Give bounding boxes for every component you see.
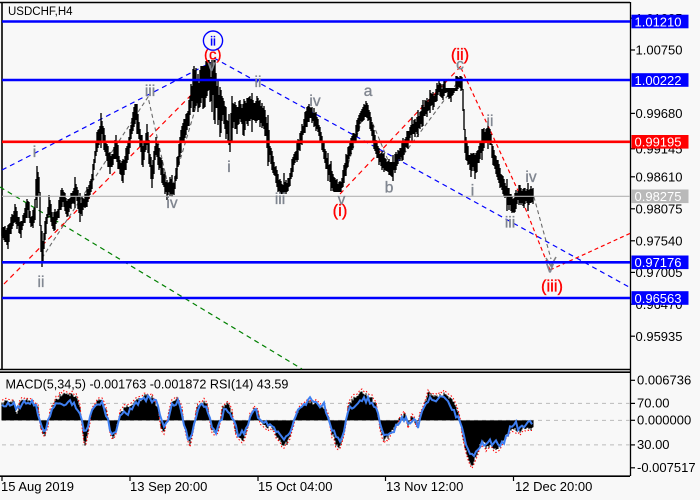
- svg-text:iii: iii: [505, 215, 515, 232]
- svg-text:i: i: [33, 144, 36, 161]
- svg-text:(iii): (iii): [541, 278, 563, 296]
- svg-text:v: v: [208, 58, 216, 75]
- svg-text:i: i: [471, 183, 474, 200]
- svg-text:ii: ii: [210, 34, 216, 49]
- svg-text:(c): (c): [204, 47, 222, 64]
- svg-text:iv: iv: [166, 195, 177, 212]
- svg-text:0.97176: 0.97176: [635, 255, 682, 270]
- svg-text:15 Oct 04:00: 15 Oct 04:00: [258, 479, 332, 494]
- svg-text:c: c: [456, 57, 464, 74]
- svg-text:0.96563: 0.96563: [635, 291, 682, 306]
- svg-text:15 Aug 2019: 15 Aug 2019: [1, 479, 74, 494]
- svg-text:0.006736: 0.006736: [637, 373, 691, 388]
- svg-text:1.00222: 1.00222: [635, 73, 682, 88]
- svg-text:b: b: [385, 180, 394, 197]
- svg-text:0.97540: 0.97540: [636, 233, 683, 248]
- svg-text:70.00: 70.00: [637, 396, 670, 411]
- svg-text:0.95935: 0.95935: [636, 329, 683, 344]
- svg-text:ii: ii: [255, 74, 262, 91]
- svg-text:MACD(5,34,5) -0.001763 -0.0018: MACD(5,34,5) -0.001763 -0.001872 RSI(14)…: [6, 378, 289, 392]
- svg-text:ii: ii: [487, 113, 494, 130]
- svg-text:(i): (i): [333, 202, 348, 220]
- svg-text:iii: iii: [145, 83, 155, 100]
- svg-text:i: i: [227, 159, 230, 176]
- svg-text:(ii): (ii): [451, 46, 469, 64]
- svg-text:v: v: [338, 192, 346, 209]
- svg-text:v: v: [546, 260, 554, 277]
- svg-text:12 Dec 20:00: 12 Dec 20:00: [515, 479, 592, 494]
- svg-text:1.00750: 1.00750: [636, 43, 683, 58]
- svg-text:-0.007517: -0.007517: [637, 460, 696, 475]
- svg-text:0.98275: 0.98275: [635, 189, 682, 204]
- svg-text:iv: iv: [309, 93, 320, 110]
- svg-text:30.00: 30.00: [637, 437, 670, 452]
- svg-text:1.01210: 1.01210: [635, 14, 682, 29]
- svg-text:ii: ii: [38, 274, 45, 291]
- svg-text:0.99680: 0.99680: [636, 106, 683, 121]
- svg-text:0.98075: 0.98075: [636, 201, 683, 216]
- svg-text:iii: iii: [275, 191, 285, 208]
- svg-text:13 Nov 12:00: 13 Nov 12:00: [386, 479, 463, 494]
- svg-text:0.99195: 0.99195: [635, 135, 682, 150]
- svg-text:USDCHF,H4: USDCHF,H4: [8, 6, 73, 18]
- svg-text:iv: iv: [525, 169, 536, 186]
- svg-text:13 Sep 20:00: 13 Sep 20:00: [130, 479, 207, 494]
- svg-text:0.98610: 0.98610: [636, 169, 683, 184]
- svg-text:0.000000: 0.000000: [637, 413, 691, 428]
- svg-text:a: a: [364, 83, 373, 100]
